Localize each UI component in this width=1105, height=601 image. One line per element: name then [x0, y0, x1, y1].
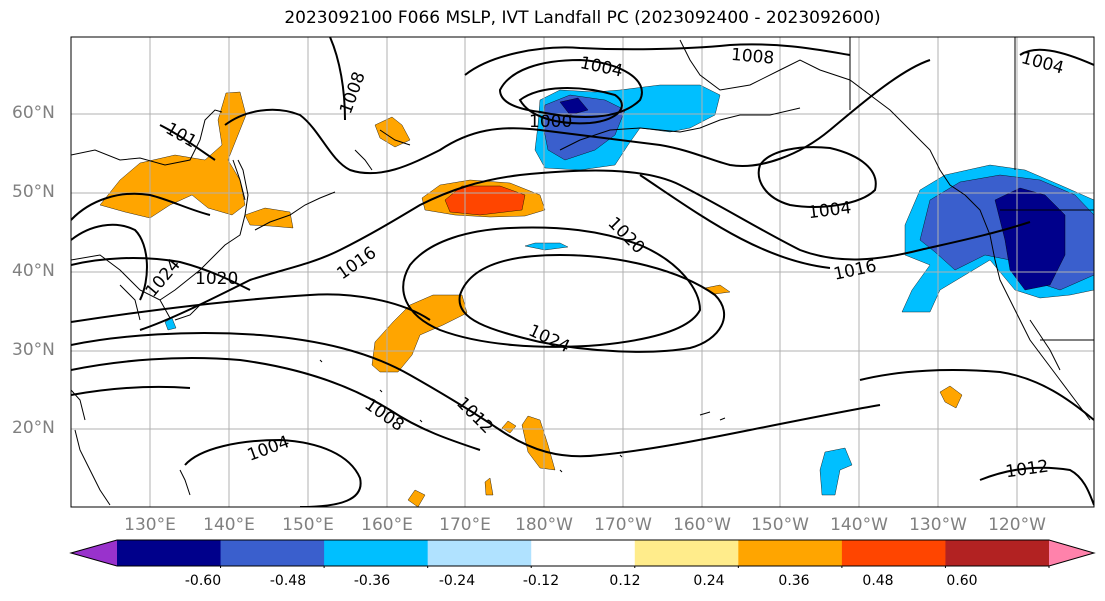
- map-plot: 1004 1008 1000 1004 1008 101 1016 1024 1…: [70, 36, 1095, 508]
- isobar-1004-canada: [757, 146, 877, 208]
- isobars: [71, 37, 1094, 507]
- isobar-1012-east: [859, 369, 1094, 421]
- colorbar-segment: [634, 540, 739, 566]
- coastline-sakhalin: [232, 159, 246, 201]
- colorbar-tick-label: 0.36: [778, 573, 810, 589]
- coastline-japan: [159, 159, 249, 321]
- colorbar-segment: [427, 540, 532, 566]
- lon-label-160e: 160°E: [361, 515, 413, 535]
- coastline-north-america-west: [964, 194, 1091, 421]
- colorbar-segment: [531, 540, 636, 566]
- coastline-baja: [1029, 319, 1061, 371]
- ivt-negative-gulf-alaska-deep: [559, 97, 589, 116]
- colorbar-segment: [945, 540, 1050, 566]
- isobar-1008-okhotsk: [329, 37, 346, 121]
- lon-label-170w: 170°W: [594, 515, 652, 535]
- ivt-negative-west-coast-deep: [994, 187, 1066, 291]
- isobar-1008-top: [464, 43, 851, 76]
- lat-label-60n: 60°N: [12, 103, 55, 123]
- colorbar-tick-label: 0.48: [862, 573, 894, 589]
- lat-label-20n: 20°N: [12, 418, 55, 438]
- ivt-positive-east: [939, 385, 963, 409]
- isobar-label-1020-japan: 1020: [195, 269, 238, 289]
- lon-label-140e: 140°E: [203, 515, 255, 535]
- ivt-negative-central: [524, 242, 569, 251]
- ivt-positive-kamchatka: [374, 116, 411, 148]
- ivt-positive-subtropic: [371, 294, 468, 373]
- colorbar-segment: [117, 540, 222, 566]
- chart-title: 2023092100 F066 MSLP, IVT Landfall PC (2…: [284, 8, 881, 28]
- lon-label-180w: 180°W: [515, 515, 573, 535]
- lon-label-170e: 170°E: [439, 515, 491, 535]
- colorbar-segment: [841, 540, 946, 566]
- lon-label-130w: 130°W: [909, 515, 967, 535]
- lon-label-150e: 150°E: [282, 515, 334, 535]
- isobar-1020-central: [402, 226, 702, 348]
- isobar-1012-partial: [159, 124, 216, 161]
- negative-ivt-shading: [164, 84, 1094, 496]
- isobar-1020-japan: [71, 257, 251, 291]
- lon-label-120w: 120°W: [988, 515, 1046, 535]
- isobar-1016-kuril: [71, 192, 211, 221]
- isobar-1004-tropic: [184, 438, 362, 507]
- isobar-label-1008-top: 1008: [730, 45, 775, 69]
- colorbar-segment: [220, 540, 325, 566]
- colorbar-tick-label: -0.60: [184, 573, 222, 589]
- isobar-1012-okhotsk: [224, 59, 931, 175]
- ivt-positive-okhotsk: [99, 91, 247, 219]
- coastline-kuril: [254, 191, 336, 231]
- ivt-negative-gulf-alaska-core: [542, 94, 626, 161]
- positive-ivt-shading: [99, 91, 963, 507]
- isobar-1000-aleutian: [518, 87, 623, 125]
- lon-label-150w: 150°W: [751, 515, 809, 535]
- coastline-alaska: [679, 39, 966, 196]
- colorbar-tick-label: 0.24: [693, 573, 725, 589]
- coastline-aleutian: [559, 107, 801, 151]
- colorbar-segment: [324, 540, 429, 566]
- coastline-mariana: [179, 469, 191, 496]
- colorbar-tick-label: -0.24: [438, 573, 476, 589]
- isobar-1024-japan: [71, 223, 148, 301]
- colorbar-outline: [69, 539, 1096, 567]
- colorbar-tick-label: 0.12: [609, 573, 641, 589]
- colorbar-tick-label: -0.36: [353, 573, 391, 589]
- colorbar-ticks: [220, 566, 1050, 568]
- ivt-positive-japan-east: [244, 207, 294, 229]
- ivt-positive-tropic-d: [484, 477, 494, 496]
- ivt-negative-subtropic: [819, 447, 853, 496]
- coastline-kamchatka: [354, 129, 411, 171]
- lat-label-30n: 30°N: [12, 340, 55, 360]
- colorbar-segments: [71, 540, 1094, 566]
- coastlines: [71, 37, 1094, 506]
- lon-label-130e: 130°E: [124, 515, 176, 535]
- colorbar-segment: [738, 540, 843, 566]
- coastline-hawaii: [699, 411, 726, 421]
- colorbar: [69, 539, 1096, 568]
- colorbar-tick-label: 0.60: [946, 573, 978, 589]
- lon-label-160w: 160°W: [673, 515, 731, 535]
- isobar-1012-subtropic: [71, 332, 881, 458]
- colorbar-extend-max: [1049, 540, 1094, 566]
- ivt-positive-tropic-c: [407, 489, 426, 507]
- colorbar-tick-label: -0.48: [269, 573, 307, 589]
- lat-label-50n: 50°N: [12, 182, 55, 202]
- gridlines: [71, 37, 1094, 507]
- lat-label-40n: 40°N: [12, 261, 55, 281]
- isobar-1016-east-label: [639, 174, 831, 269]
- map-frame: [70, 36, 1095, 508]
- isobar-south-ring: [71, 385, 191, 396]
- isobar-1012-mexico: [979, 466, 1094, 506]
- lon-label-140w: 140°W: [830, 515, 888, 535]
- isobar-1024-high: [458, 253, 726, 353]
- colorbar-tick-label: -0.12: [522, 573, 560, 589]
- ivt-positive-tropic-b: [501, 420, 517, 434]
- isobar-label-1000-aleutian: 1000: [529, 112, 572, 132]
- colorbar-extend-min: [71, 540, 117, 566]
- coastline-philippines: [71, 389, 111, 506]
- isobar-1008-subtropic: [71, 357, 481, 451]
- isobar-outer-south: [71, 293, 431, 323]
- isobar-1004-northeast: [1019, 48, 1094, 66]
- isobar-1016-main: [139, 169, 1031, 331]
- coastline-pacific-islands: [319, 359, 623, 473]
